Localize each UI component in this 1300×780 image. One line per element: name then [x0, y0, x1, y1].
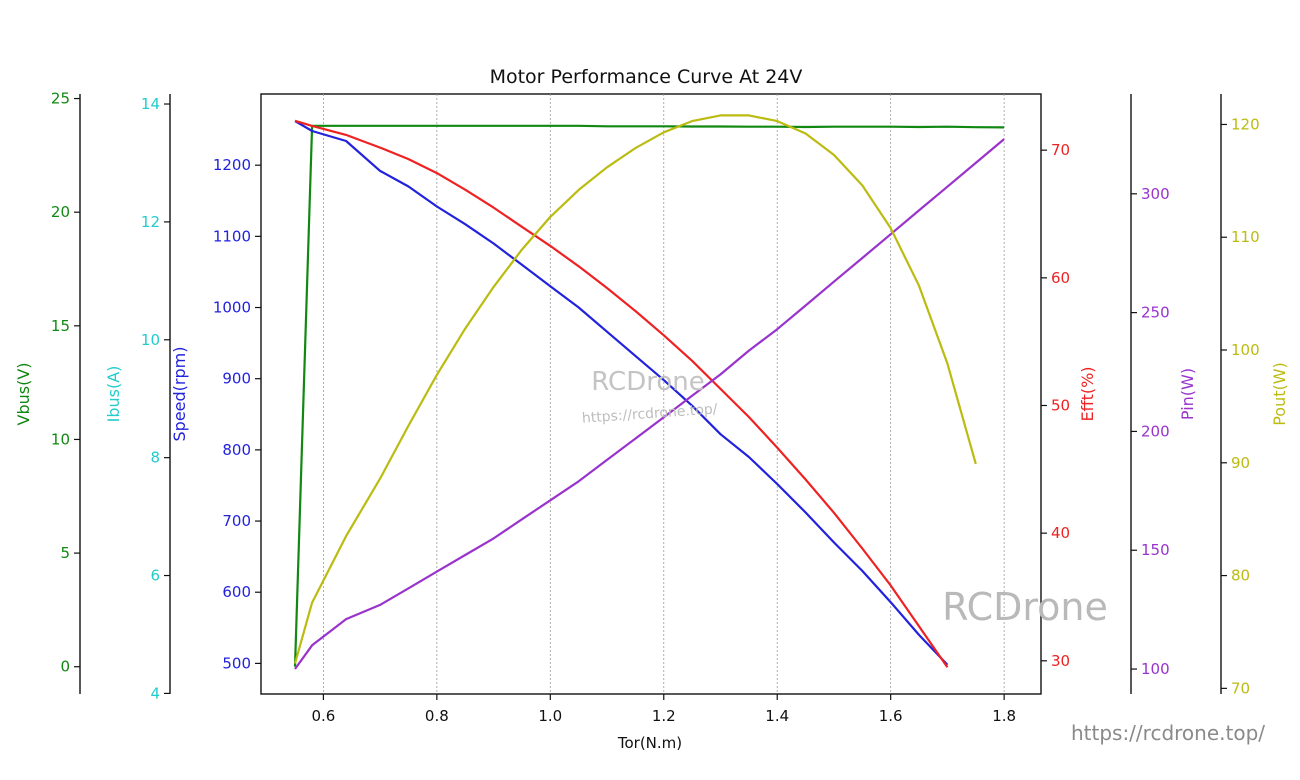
y-tick-label: 600 — [222, 583, 251, 601]
x-axis-label: Tor(N.m) — [617, 734, 682, 752]
plot-area — [260, 93, 1042, 695]
y-tick-label: 70 — [1231, 679, 1250, 697]
watermark-footer-url: https://rcdrone.top/ — [1071, 721, 1265, 745]
y-tick-label: 20 — [51, 203, 70, 221]
watermark-corner-name: RCDrone — [942, 585, 1108, 629]
y-tick-label: 10 — [141, 331, 160, 349]
y-tick-label: 0 — [60, 658, 70, 676]
x-axis: 0.6 0.8 1.0 1.2 1.4 1.6 1.8 — [311, 694, 1016, 725]
x-tick-label: 1.2 — [652, 707, 676, 725]
y-axes: 0 5 10 15 20 25 Vbus(V) 4 6 8 10 12 14 Ibus(A) 500 600 7… — [14, 90, 1289, 703]
y-tick-label: 100 — [1231, 341, 1260, 359]
y-tick-label: 8 — [150, 449, 160, 467]
y-tick-label: 200 — [1141, 422, 1170, 440]
x-tick-label: 0.6 — [311, 707, 335, 725]
plot-frame — [260, 93, 1042, 695]
y-axis-efft: 30 40 50 60 70 Efft(%) — [1041, 141, 1097, 670]
y-tick-label: 60 — [1051, 269, 1070, 287]
y-tick-label: 700 — [222, 512, 251, 530]
y-tick-label: 80 — [1231, 567, 1250, 585]
series-lines — [293, 114, 1005, 670]
chart-title: Motor Performance Curve At 24V — [490, 66, 803, 88]
y-axis-ibusa: 4 6 8 10 12 14 Ibus(A) — [104, 94, 171, 702]
y-tick-label: 15 — [51, 317, 70, 335]
x-tick-label: 1.4 — [765, 707, 789, 725]
y-tick-label: 1200 — [213, 156, 251, 174]
series-line-vbusv — [293, 124, 1005, 667]
x-tick-label: 1.8 — [992, 707, 1016, 725]
y-axis-label: Speed(rpm) — [170, 347, 189, 442]
y-axis-speedrpm: 500 600 700 800 900 1000 1100 1200 Speed(rpm) — [170, 156, 261, 672]
y-tick-label: 1000 — [213, 299, 251, 317]
watermark-center-name: RCDrone — [591, 367, 704, 397]
y-axis-label: Ibus(A) — [104, 366, 123, 423]
x-tick-label: 1.6 — [879, 707, 903, 725]
y-tick-label: 500 — [222, 654, 251, 672]
y-tick-label: 4 — [150, 684, 160, 702]
y-tick-label: 250 — [1141, 304, 1170, 322]
y-tick-label: 6 — [150, 567, 160, 585]
y-tick-label: 5 — [60, 544, 70, 562]
y-tick-label: 25 — [51, 90, 70, 108]
y-tick-label: 100 — [1141, 660, 1170, 678]
y-tick-label: 10 — [51, 430, 70, 448]
y-tick-label: 40 — [1051, 524, 1070, 542]
y-tick-label: 12 — [141, 213, 160, 231]
series-line-efft — [294, 119, 949, 668]
x-tick-label: 1.0 — [538, 707, 562, 725]
y-axis-pinw: 100 150 200 250 300 Pin(W) — [1130, 94, 1197, 694]
y-tick-label: 30 — [1051, 652, 1070, 670]
y-axis-poutw: 70 80 90 100 110 120 Pout(W) — [1220, 94, 1289, 697]
y-tick-label: 70 — [1051, 141, 1070, 159]
y-tick-label: 1100 — [213, 227, 251, 245]
series-line-pinw — [294, 138, 1005, 670]
y-tick-label: 14 — [141, 95, 160, 113]
y-axis-label: Pin(W) — [1178, 368, 1197, 420]
y-tick-label: 150 — [1141, 541, 1170, 559]
y-axis-label: Efft(%) — [1078, 366, 1097, 421]
y-tick-label: 110 — [1231, 228, 1260, 246]
series-line-poutw — [293, 114, 977, 664]
y-tick-label: 900 — [222, 370, 251, 388]
x-tick-label: 0.8 — [425, 707, 449, 725]
y-tick-label: 800 — [222, 441, 251, 459]
y-axis-vbusv: 0 5 10 15 20 25 Vbus(V) — [14, 90, 81, 694]
y-tick-label: 300 — [1141, 185, 1170, 203]
y-axis-label: Pout(W) — [1270, 362, 1289, 426]
y-tick-label: 90 — [1231, 454, 1250, 472]
y-tick-label: 120 — [1231, 115, 1260, 133]
y-tick-label: 50 — [1051, 396, 1070, 414]
x-grid — [322, 94, 1005, 694]
series-line-speedrpm — [294, 120, 949, 666]
y-axis-label: Vbus(V) — [14, 362, 33, 425]
